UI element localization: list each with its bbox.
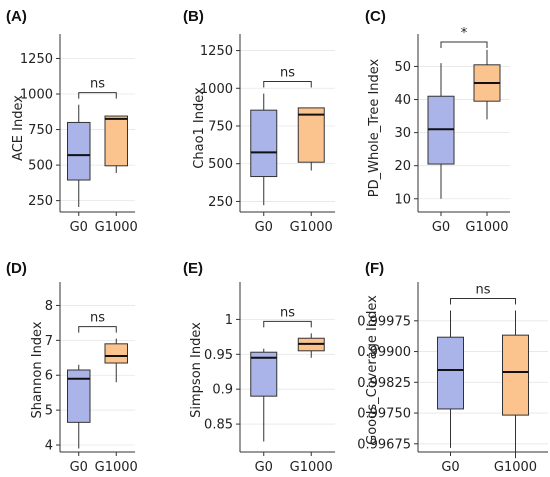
chart-panel-5: (E) 0.85 0.9 0.95 1 Simpson Index G0 G1000 ns: [183, 260, 335, 475]
significance-label: *: [461, 26, 468, 41]
y-tick-label: 30: [394, 126, 411, 141]
y-tick-label: 250: [28, 194, 53, 209]
chart-panel-2: (B) 250 500 750 1000 1250 Chao1 Index G0 G1000 ns: [183, 8, 335, 235]
x-tick-label: G1000: [290, 220, 333, 235]
y-tick-label: 20: [394, 159, 411, 174]
y-tick-label: 0.99975: [357, 314, 411, 329]
chart-panel-3: (C) 10 20 30 40 50 PD_Whole_Tree Index G0 G1000 *: [365, 8, 510, 235]
significance-bracket: [263, 320, 312, 328]
x-tick-label: G1000: [95, 460, 138, 475]
x-tick-label: G0: [255, 220, 273, 235]
significance-bracket: [263, 81, 312, 88]
significance-label: ns: [280, 66, 295, 81]
box-g1000: [104, 115, 128, 167]
y-tick-label: 4: [45, 439, 53, 454]
significance-label: ns: [280, 305, 295, 320]
significance-label: ns: [90, 311, 105, 326]
y-tick-label: 0.99825: [357, 376, 411, 391]
chart-panel-6: (F) 0.99675 0.99750 0.99825 0.99900 0.99975Go…: [357, 260, 548, 475]
x-tick-label: G0: [70, 220, 88, 235]
panel-letter: (C): [365, 8, 386, 25]
significance-bracket: [78, 326, 117, 333]
box-g0: [250, 351, 278, 397]
y-axis-label: Chao1 Index: [192, 87, 207, 169]
significance-label: ns: [90, 77, 105, 92]
box-g0: [67, 369, 91, 423]
x-tick-label: G1000: [494, 460, 537, 475]
x-tick-label: G1000: [465, 220, 508, 235]
y-tick-label: 750: [208, 120, 233, 135]
y-tick-label: 7: [45, 334, 53, 349]
y-tick-label: 0.99900: [357, 345, 411, 360]
y-tick-label: 8: [45, 299, 53, 314]
x-tick-label: G1000: [95, 220, 138, 235]
panel-letter: (E): [183, 260, 203, 277]
panel-letter: (A): [6, 8, 27, 25]
y-tick-label: 1250: [200, 44, 233, 59]
y-tick-label: 500: [28, 159, 53, 174]
y-tick-label: 5: [45, 404, 53, 419]
x-tick-label: G0: [432, 220, 450, 235]
y-tick-label: 0.99675: [357, 437, 411, 452]
y-tick-label: 500: [208, 157, 233, 172]
y-tick-label: 40: [394, 93, 411, 108]
y-tick-label: 0.99750: [357, 407, 411, 422]
y-tick-label: 10: [394, 192, 411, 207]
y-axis-label: Shannon Index: [30, 321, 45, 418]
significance-bracket: [450, 298, 516, 305]
y-tick-label: 750: [28, 123, 53, 138]
panel-letter: (B): [183, 8, 204, 25]
panel-letter: (F): [365, 260, 384, 277]
y-tick-label: 0.95: [204, 348, 233, 363]
chart-panel-1: (A) 250 500 750 1000 1250 ACE Index G0 G1000 ns: [6, 8, 138, 235]
y-axis-label: PD_Whole_Tree Index: [367, 58, 382, 197]
y-tick-label: 1250: [20, 52, 53, 67]
significance-bracket: [78, 92, 117, 99]
x-tick-label: G1000: [290, 460, 333, 475]
y-tick-label: 6: [45, 369, 53, 384]
box-g1000: [502, 334, 529, 416]
y-tick-label: 0.85: [204, 418, 233, 433]
y-tick-label: 1000: [20, 88, 53, 103]
y-tick-label: 0.9: [212, 383, 233, 398]
box-g1000: [104, 343, 128, 364]
y-tick-label: 1000: [200, 82, 233, 97]
x-tick-label: G0: [441, 460, 459, 475]
y-axis-label: Goods_Coverage Index: [365, 295, 380, 445]
box-g0: [437, 336, 464, 410]
significance-label: ns: [475, 283, 490, 298]
y-tick-label: 250: [208, 195, 233, 210]
x-tick-label: G0: [70, 460, 88, 475]
y-tick-label: 50: [394, 60, 411, 75]
y-axis-label: Simpson Index: [189, 322, 204, 418]
y-axis-label: ACE Index: [11, 95, 26, 161]
significance-bracket: [440, 41, 488, 48]
y-tick-label: 1: [225, 313, 233, 328]
x-tick-label: G0: [255, 460, 273, 475]
box-g0: [67, 121, 91, 181]
box-g1000: [297, 107, 325, 163]
box-g0: [250, 109, 278, 178]
panel-letter: (D): [6, 260, 27, 277]
